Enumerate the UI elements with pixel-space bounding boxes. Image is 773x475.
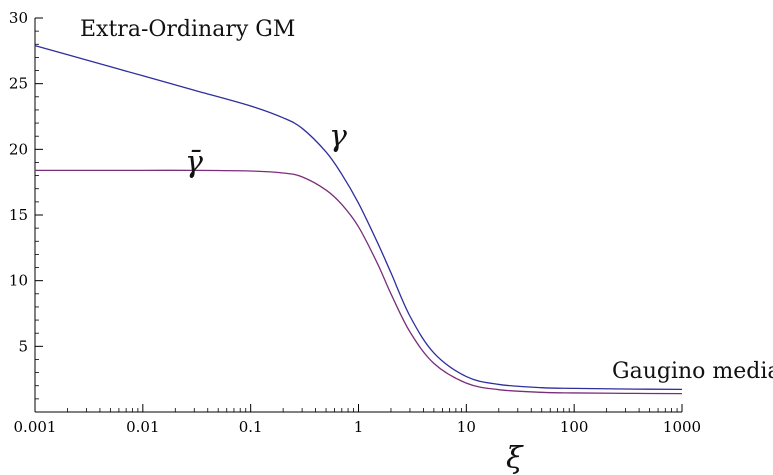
y-tick-label: 25	[9, 75, 28, 93]
x-ticks: 0.001 0.01 0.1 1 10 100 1000	[14, 404, 701, 436]
y-ticks: 5 10 15 20 25 30	[9, 9, 43, 400]
series-group	[34, 44, 683, 395]
x-tick-label: 10	[457, 418, 476, 436]
y-tick-label: 30	[9, 9, 28, 27]
x-tick-label: 0.1	[239, 418, 263, 436]
y-tick-label: 10	[9, 272, 28, 290]
series-line-gamma-bar	[34, 169, 683, 395]
y-tick-label: 15	[9, 206, 28, 224]
annotation-top-left: Extra-Ordinary GM	[80, 17, 295, 42]
series-label-gamma: γ	[329, 119, 347, 154]
series-label-gamma-bar: γ̄	[185, 145, 203, 180]
y-tick-label: 20	[9, 140, 28, 158]
y-tick-label: 5	[18, 337, 28, 355]
axes	[34, 18, 682, 413]
series-line-gamma	[34, 44, 683, 391]
annotation-right: Gaugino mediation	[612, 359, 773, 384]
x-tick-label: 0.001	[14, 418, 57, 436]
x-tick-label: 0.01	[126, 418, 159, 436]
x-tick-label: 1000	[663, 418, 701, 436]
x-tick-label: 1	[354, 418, 364, 436]
x-axis-label: ξ	[506, 441, 524, 475]
x-tick-label: 100	[560, 418, 589, 436]
